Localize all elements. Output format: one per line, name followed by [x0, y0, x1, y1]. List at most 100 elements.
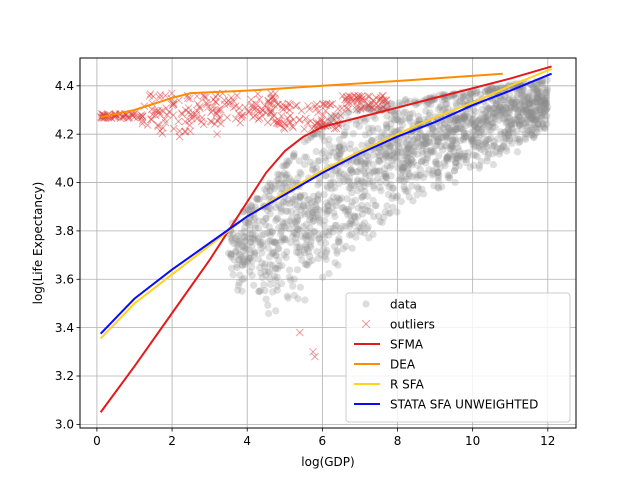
data-point — [296, 244, 304, 252]
data-point — [448, 144, 456, 152]
outlier-point — [247, 95, 256, 104]
data-point — [352, 233, 360, 241]
data-point — [423, 151, 431, 159]
data-point — [420, 139, 428, 148]
data-point — [449, 136, 457, 144]
data-point — [312, 200, 320, 209]
data-point — [303, 196, 311, 204]
data-point — [521, 113, 529, 121]
data-point — [501, 92, 509, 100]
data-point — [381, 208, 389, 216]
data-point — [536, 96, 544, 105]
outlier-point — [289, 115, 298, 124]
data-point — [404, 145, 412, 153]
data-point — [333, 152, 341, 160]
data-point — [240, 274, 248, 282]
outlier-point — [370, 105, 379, 113]
data-point — [321, 154, 329, 162]
data-point — [525, 111, 533, 119]
data-point — [485, 135, 493, 143]
data-point — [456, 123, 464, 132]
data-point — [254, 235, 262, 243]
data-point — [251, 224, 259, 232]
data-point — [419, 173, 427, 182]
outlier-point — [295, 116, 304, 125]
data-point — [268, 228, 276, 236]
data-point — [248, 257, 256, 265]
data-point — [422, 170, 430, 178]
data-point — [304, 202, 312, 210]
data-point — [375, 156, 383, 164]
data-point — [471, 151, 479, 159]
outlier-point — [367, 103, 376, 112]
data-point — [250, 216, 258, 224]
data-point — [281, 179, 289, 187]
data-point — [228, 264, 236, 272]
data-point — [280, 222, 288, 230]
outlier-point — [143, 121, 152, 129]
data-point — [282, 253, 290, 261]
data-point — [272, 251, 280, 259]
data-point — [358, 193, 366, 201]
data-point — [484, 86, 492, 94]
data-point — [433, 141, 441, 150]
data-point — [234, 232, 242, 240]
data-point — [282, 172, 290, 180]
data-point — [450, 118, 458, 126]
data-point — [338, 204, 346, 212]
data-point — [448, 143, 456, 151]
data-point — [332, 221, 340, 229]
data-point — [383, 121, 391, 129]
data-point — [311, 227, 319, 236]
data-point — [409, 137, 417, 145]
data-point — [292, 224, 300, 232]
data-point — [350, 212, 358, 220]
data-point — [463, 152, 471, 160]
outlier-point — [352, 105, 361, 114]
data-point — [227, 233, 235, 241]
data-point — [436, 104, 444, 112]
data-point — [320, 233, 329, 241]
data-point — [483, 86, 491, 94]
series-lines — [99, 65, 552, 413]
data-point — [398, 121, 407, 129]
outlier-point — [220, 96, 229, 105]
legend-label: R SFA — [390, 377, 425, 391]
data-point — [347, 166, 355, 175]
data-point — [474, 139, 482, 147]
data-point — [521, 119, 530, 127]
data-point — [287, 207, 295, 215]
data-point — [325, 141, 333, 149]
data-point — [342, 123, 350, 131]
data-point — [510, 103, 519, 111]
data-point — [244, 233, 252, 241]
data-point — [251, 236, 259, 244]
legend-entry: SFMA — [354, 337, 424, 351]
data-point — [336, 225, 345, 233]
data-point — [505, 113, 513, 122]
data-point — [408, 156, 416, 164]
data-point — [239, 258, 247, 266]
data-point — [239, 242, 248, 250]
data-point — [539, 94, 547, 102]
data-point — [526, 110, 534, 118]
data-point — [357, 156, 365, 164]
outlier-point — [320, 118, 329, 127]
data-point — [274, 179, 283, 187]
data-point — [264, 268, 272, 276]
data-point — [458, 94, 466, 102]
data-point — [354, 176, 362, 184]
data-point — [314, 213, 323, 222]
data-point — [501, 93, 509, 101]
data-point — [346, 220, 354, 228]
data-point — [349, 130, 357, 138]
data-point — [519, 108, 527, 116]
data-point — [381, 144, 389, 152]
data-point — [543, 84, 552, 93]
data-point — [453, 120, 461, 128]
x-tick-label: 8 — [394, 434, 402, 448]
data-point — [357, 224, 365, 232]
data-point — [540, 100, 548, 108]
data-point — [454, 115, 463, 123]
data-point — [289, 195, 297, 203]
